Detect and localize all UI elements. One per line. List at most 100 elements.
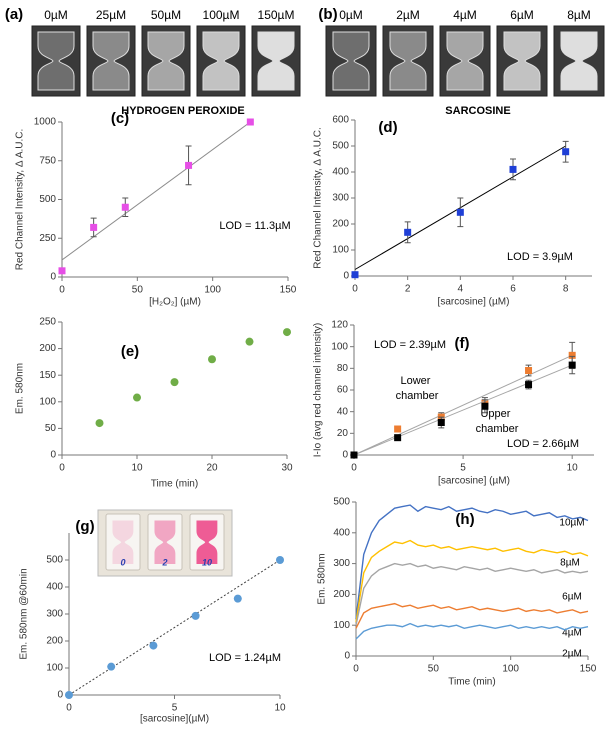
point [208, 355, 216, 364]
x-tick-label: 4 [458, 284, 464, 295]
annotation: LOD = 11.3µM [219, 220, 290, 232]
point [481, 402, 489, 410]
series-label: Upper chamber [476, 408, 519, 435]
chart-title: HYDROGEN PEROXIDE [121, 105, 244, 117]
point [191, 611, 200, 620]
series-label-line: chamber [396, 390, 439, 402]
image-caption: 25µM [96, 8, 126, 22]
y-tick-label: 500 [332, 141, 349, 152]
x-tick-label: 10 [274, 703, 286, 714]
y-tick-label: 40 [337, 406, 349, 417]
point [245, 337, 254, 346]
y-tick-label: 0 [50, 450, 56, 461]
x-tick-label: 0 [59, 285, 65, 296]
point [58, 267, 66, 275]
series-line [355, 622, 589, 640]
series-line [355, 602, 589, 629]
y-tick-label: 400 [333, 527, 350, 538]
point [456, 208, 464, 216]
series-line [355, 539, 589, 623]
point [95, 419, 104, 428]
point [107, 662, 116, 671]
point [525, 381, 533, 389]
point [133, 393, 141, 402]
y-axis-label: Red Channel Intensity, Δ A.U.C. [15, 129, 26, 271]
x-tick-label: 30 [281, 463, 293, 474]
panel-label: (h) [455, 511, 474, 528]
y-tick-label: 200 [46, 636, 63, 647]
image-caption: 8µM [567, 8, 591, 22]
y-tick-label: 400 [46, 582, 63, 593]
point [562, 148, 570, 156]
point [283, 328, 291, 337]
image-caption: 50µM [151, 8, 181, 22]
point [246, 118, 254, 126]
x-tick-label: 10 [131, 463, 143, 474]
y-tick-label: 0 [57, 690, 63, 701]
y-tick-label: 250 [39, 317, 56, 328]
series-line [355, 562, 589, 626]
point [90, 223, 98, 231]
chart-title: SARCOSINE [445, 105, 510, 117]
image-caption: 0µM [339, 8, 363, 22]
y-tick-label: 0 [343, 271, 349, 282]
y-tick-label: 1000 [34, 117, 57, 128]
annotation: LOD = 1.24µM [209, 652, 281, 664]
fit-line [68, 559, 281, 696]
handwritten-label: 2 [161, 557, 167, 567]
y-tick-label: 300 [333, 558, 350, 569]
y-tick-label: 100 [333, 620, 350, 631]
annotation: LOD = 2.39µM [374, 339, 446, 351]
x-axis-label: [sarcosine] (µM) [438, 476, 510, 487]
x-tick-label: 0 [351, 463, 357, 474]
y-tick-label: 200 [39, 343, 56, 354]
y-tick-label: 400 [332, 167, 349, 178]
y-tick-label: 300 [46, 609, 63, 620]
point [394, 434, 402, 442]
y-axis-label: Em. 580nm [317, 553, 328, 604]
panel-label: (b) [318, 6, 337, 23]
panel-label: (f) [455, 335, 470, 352]
point [149, 641, 158, 650]
x-tick-label: 10 [567, 463, 579, 474]
y-tick-label: 100 [331, 341, 348, 352]
y-tick-label: 200 [333, 589, 350, 600]
y-tick-label: 60 [337, 385, 349, 396]
inset-photo: 0 2 10 [97, 509, 233, 577]
x-tick-label: 8 [563, 284, 569, 295]
x-tick-label: 50 [428, 664, 440, 675]
y-tick-label: 200 [332, 219, 349, 230]
panel-label: (d) [378, 119, 397, 136]
y-tick-label: 500 [46, 555, 63, 566]
fit-line [61, 121, 251, 261]
x-axis-label: [H₂O₂] (µM) [149, 297, 201, 308]
x-tick-label: 100 [502, 664, 519, 675]
y-tick-label: 500 [39, 194, 56, 205]
y-tick-label: 100 [46, 663, 63, 674]
handwritten-label: 0 [120, 557, 125, 567]
series-label: 10µM [559, 518, 584, 529]
y-tick-label: 120 [331, 320, 348, 331]
y-tick-label: 20 [337, 428, 349, 439]
y-axis-label: Em. 580nm [15, 363, 26, 414]
point [276, 556, 284, 564]
image-caption: 150µM [258, 8, 295, 22]
point [394, 425, 402, 433]
x-axis-label: Time (min) [448, 677, 495, 688]
x-tick-label: 150 [280, 285, 297, 296]
y-tick-label: 50 [45, 423, 57, 434]
y-tick-label: 600 [332, 115, 349, 126]
x-tick-label: 0 [352, 284, 358, 295]
y-axis-label: Red Channel Intensity, Δ A.U.C. [313, 127, 324, 269]
series-line [355, 504, 589, 620]
panel-label: (e) [121, 343, 139, 360]
y-tick-label: 100 [332, 245, 349, 256]
point [404, 228, 412, 236]
point [170, 378, 179, 387]
x-tick-label: 5 [172, 703, 178, 714]
y-tick-label: 0 [344, 651, 350, 662]
x-tick-label: 0 [66, 703, 72, 714]
x-axis-label: Time (min) [151, 479, 198, 490]
y-tick-label: 80 [337, 363, 349, 374]
x-tick-label: 0 [59, 463, 65, 474]
